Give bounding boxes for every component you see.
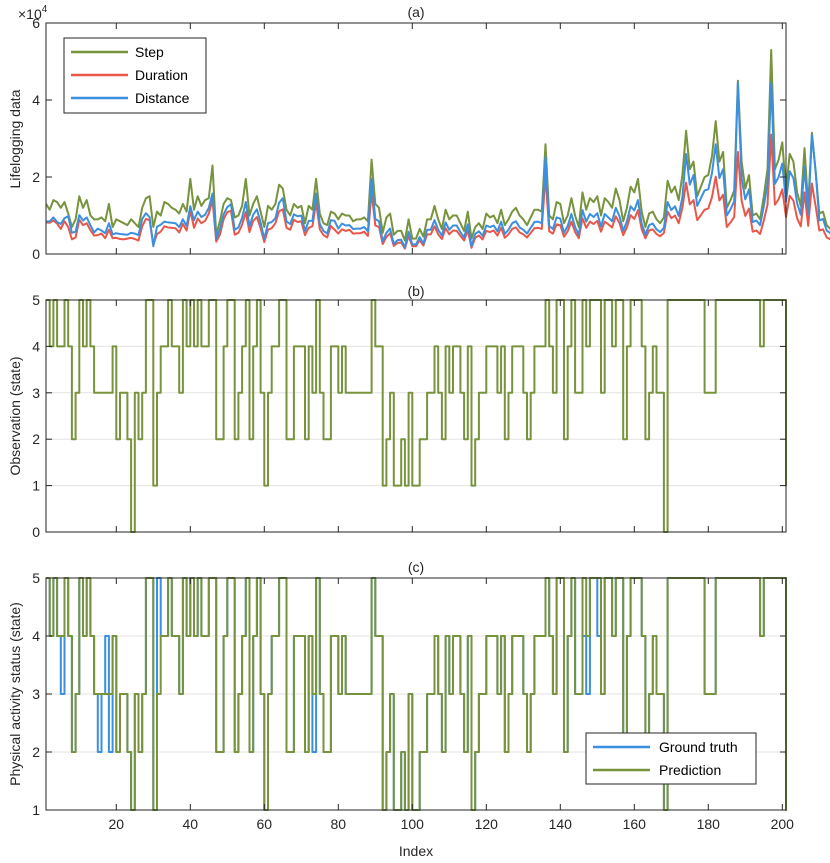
y-tick-label: 5 [32, 292, 40, 308]
x-tick-label: 80 [331, 816, 347, 832]
y-tick-label: 1 [32, 802, 40, 818]
legend-label-ground-truth: Ground truth [659, 739, 738, 755]
y-tick-label: 2 [32, 744, 40, 760]
y-tick-label: 3 [32, 686, 40, 702]
y-tick-label: 1 [32, 478, 40, 494]
x-tick-label: 200 [771, 816, 795, 832]
panel-a-ylabel: Lifelogging data [7, 89, 23, 188]
legend-label-distance: Distance [135, 90, 190, 106]
panel-b-ylabel: Observation (state) [7, 356, 23, 475]
y-tick-label: 4 [32, 338, 40, 354]
panel-c-xlabel: Index [399, 843, 433, 859]
exponent-base: ×10 [18, 6, 42, 22]
y-tick-label: 3 [32, 385, 40, 401]
x-tick-label: 140 [549, 816, 573, 832]
legend-label-prediction: Prediction [659, 762, 721, 778]
x-tick-label: 180 [697, 816, 721, 832]
panel-c-ylabel: Physical activity status (state) [7, 602, 23, 786]
axes-box [45, 299, 787, 533]
series-duration [45, 133, 830, 250]
series-step [45, 48, 830, 242]
series-distance [45, 81, 830, 249]
x-tick-label: 160 [623, 816, 647, 832]
y-tick-label: 0 [32, 524, 40, 540]
x-tick-label: 40 [183, 816, 199, 832]
panel-a-exponent: ×104 [18, 4, 48, 22]
y-tick-label: 0 [32, 246, 40, 262]
y-tick-label: 2 [32, 169, 40, 185]
panel-b: 0 1 2 3 4 5 (b) Observation (state) [7, 283, 787, 540]
y-tick-label: 5 [32, 570, 40, 586]
exponent-power: 4 [42, 4, 48, 15]
y-tick-label: 4 [32, 92, 40, 108]
legend-label-step: Step [135, 44, 164, 60]
x-tick-label: 60 [257, 816, 273, 832]
x-tick-label: 20 [109, 816, 125, 832]
x-tick-label: 120 [475, 816, 499, 832]
panel-a-legend: Step Duration Distance [63, 37, 207, 114]
panel-c-legend: Ground truth Prediction [585, 732, 757, 785]
panel-a-title: (a) [407, 4, 424, 20]
y-tick-label: 2 [32, 431, 40, 447]
axes-box [45, 22, 787, 255]
y-tick-label: 4 [32, 628, 40, 644]
legend-label-duration: Duration [135, 67, 188, 83]
panel-b-title: (b) [407, 283, 424, 299]
legend-box [585, 732, 757, 785]
panel-c-title: (c) [408, 559, 424, 575]
y-tick-label: 6 [32, 15, 40, 31]
x-tick-label: 100 [401, 816, 425, 832]
panel-c: 1 2 3 4 5 20 40 60 80 100 120 140 160 180 200 (c) Phys… [7, 559, 794, 859]
